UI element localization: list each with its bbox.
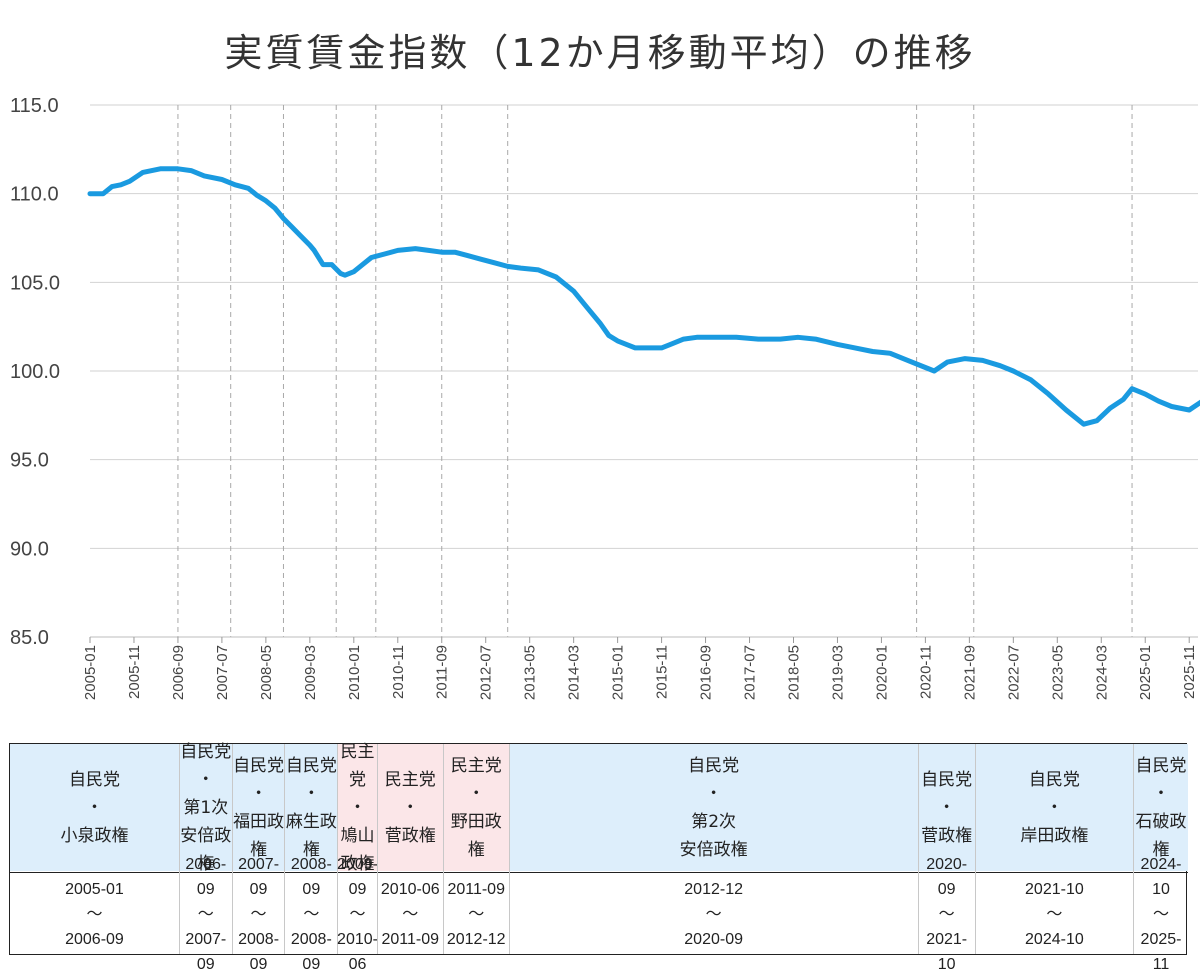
grid-lines <box>90 104 1198 638</box>
regime-column: 自民党 ・ 麻生政権2008-09 ～ 2008-09 <box>284 744 338 973</box>
x-tick-label: 2010-01 <box>346 645 363 700</box>
regime-period-cell: 2011-09 ～ 2012-12 <box>443 872 509 956</box>
x-tick-label: 2007-07 <box>214 645 231 700</box>
chart-title: 実質賃金指数（12か月移動平均）の推移 <box>224 31 976 75</box>
x-tick-label: 2025-01 <box>1137 645 1154 700</box>
x-tick-label: 2018-05 <box>785 645 802 700</box>
x-tick-label: 2022-07 <box>1005 645 1022 700</box>
x-tick-label: 2013-05 <box>522 645 539 700</box>
x-axis: 2005-01 2005-11 2006-09 2007-07 2008-05 2009-… <box>82 636 1198 700</box>
regime-table: 自民党 ・ 小泉政権 2005-01 ～ 2006-09 自民党 ・ 第1次 安倍政… <box>9 741 1188 974</box>
regime-column: 民主党 ・ 菅政権 2010-06 ～ 2011-09 <box>376 744 443 956</box>
y-tick-label: 110.0 <box>10 184 59 206</box>
x-tick-label: 2009-03 <box>302 645 319 700</box>
regime-column: 自民党 ・ 福田政権2007-09 ～ 2008-09 <box>231 744 285 973</box>
regime-name-cell: 自民党 ・ 小泉政権 <box>10 744 179 871</box>
regime-period-cell: 2024-10 ～ 2025-11 <box>1134 856 1188 973</box>
regime-column: 自民党 ・ 小泉政権 2005-01 ～ 2006-09 <box>10 744 179 954</box>
regime-period-cell: 2010-06 ～ 2011-09 <box>377 872 443 956</box>
regime-period-cell: 2012-12 ～ 2020-09 <box>509 872 918 956</box>
regime-column: 自民党 ・ 菅政権2020-09 ～ 2021-10 <box>917 744 975 973</box>
regime-column: 自民党 ・ 第2次 安倍政権 2012-12 ～ 2020-09 <box>508 744 918 956</box>
x-tick-label: 2008-05 <box>258 645 275 700</box>
regime-column: 自民党 ・ 第1次 安倍政権2006-09 ～ 2007-09 <box>178 741 232 973</box>
regime-name-cell: 自民党 ・ 石破政権 <box>1134 744 1188 871</box>
x-tick-label: 2017-07 <box>742 645 759 700</box>
regime-name-cell: 自民党 ・ 第1次 安倍政権 <box>179 741 232 874</box>
regime-name-cell: 自民党 ・ 福田政権 <box>232 744 285 871</box>
regime-name-cell: 自民党 ・ 菅政権 <box>918 744 975 871</box>
y-tick-label: 100.0 <box>10 361 60 383</box>
line-chart: 85.0 90.0 95.0 100.0 105.0 110.0 115.0 2005-01… <box>10 95 1200 700</box>
regime-period-cell: 2020-09 ～ 2021-10 <box>918 856 975 973</box>
x-tick-label: 2014-03 <box>566 645 583 700</box>
series-group <box>87 166 1200 427</box>
x-tick-label: 2015-11 <box>654 645 671 699</box>
x-tick-label: 2020-01 <box>873 645 890 700</box>
x-tick-label: 2005-01 <box>82 645 99 700</box>
regime-column: 自民党 ・ 石破政権2024-10 ～ 2025-11 <box>1133 744 1188 973</box>
x-tick-label: 2016-09 <box>698 645 715 700</box>
x-tick-label: 2019-03 <box>829 645 846 700</box>
regime-column: 民主党 ・ 鳩山政権2009-09 ～ 2010-06 <box>337 742 378 974</box>
y-tick-label: 105.0 <box>10 272 60 294</box>
x-tick-label: 2012-07 <box>478 645 495 700</box>
regime-period-cell: 2008-09 ～ 2008-09 <box>285 856 338 973</box>
x-tick-label: 2006-09 <box>170 645 187 700</box>
regime-period-cell: 2021-10 ～ 2024-10 <box>975 872 1134 956</box>
x-tick-label: 2023-05 <box>1049 645 1066 700</box>
y-tick-label: 90.0 <box>10 538 49 560</box>
x-tick-label: 2021-09 <box>961 645 978 700</box>
regime-period-cell: 2006-09 ～ 2007-09 <box>179 856 232 973</box>
regime-boundary-lines <box>177 105 1133 637</box>
regime-column: 自民党 ・ 岸田政権 2021-10 ～ 2024-10 <box>974 744 1134 956</box>
regime-name-cell: 自民党 ・ 麻生政権 <box>285 744 338 871</box>
x-tick-label: 2010-11 <box>390 645 407 699</box>
regime-column: 民主党 ・ 野田政権 2011-09 ～ 2012-12 <box>442 744 509 956</box>
y-axis: 85.0 90.0 95.0 100.0 105.0 110.0 115.0 <box>10 95 60 649</box>
regime-name-cell: 民主党 ・ 鳩山政権 <box>338 742 377 874</box>
y-tick-label: 115.0 <box>10 95 59 117</box>
series-line <box>87 166 1200 427</box>
y-tick-label: 85.0 <box>10 627 49 649</box>
regime-period-cell: 2009-09 ～ 2010-06 <box>337 856 378 973</box>
y-tick-label: 95.0 <box>10 450 49 472</box>
x-tick-label: 2005-11 <box>126 645 143 699</box>
regime-period-cell: 2005-01 ～ 2006-09 <box>10 872 179 956</box>
regime-name-cell: 民主党 ・ 野田政権 <box>443 744 509 871</box>
x-tick-label: 2020-11 <box>917 645 934 699</box>
regime-name-cell: 民主党 ・ 菅政権 <box>377 744 443 871</box>
x-tick-label: 2025-11 <box>1181 645 1198 699</box>
x-tick-label: 2015-01 <box>610 645 627 700</box>
regime-period-cell: 2007-09 ～ 2008-09 <box>232 856 285 973</box>
regime-name-cell: 自民党 ・ 岸田政権 <box>975 744 1134 871</box>
x-tick-label: 2024-03 <box>1093 645 1110 700</box>
regime-name-cell: 自民党 ・ 第2次 安倍政権 <box>509 744 918 871</box>
x-tick-label: 2011-09 <box>434 645 451 699</box>
